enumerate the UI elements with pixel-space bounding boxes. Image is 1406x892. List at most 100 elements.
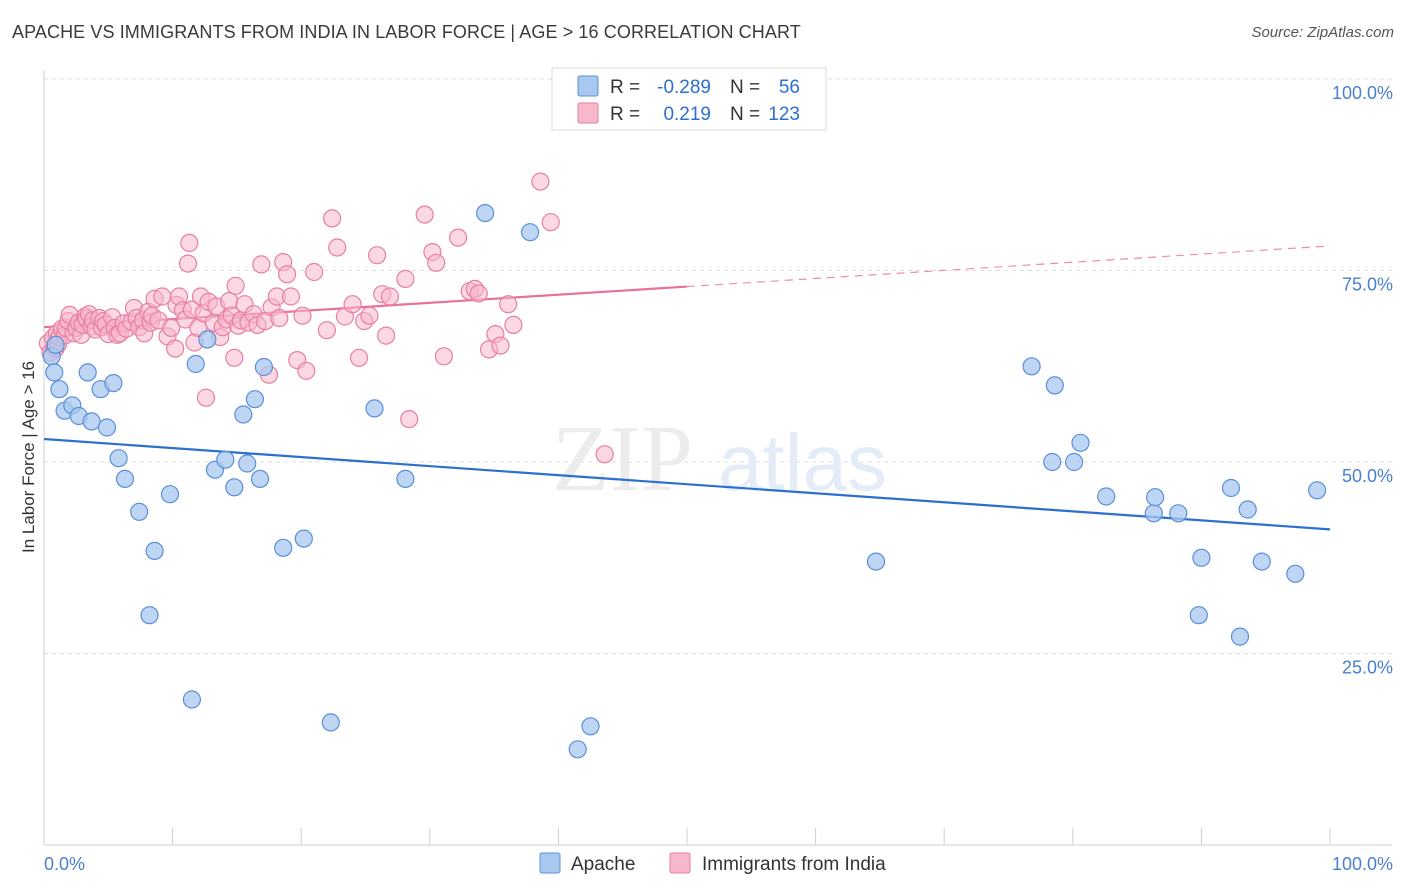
apache-point — [104, 374, 123, 393]
india-point — [434, 347, 453, 366]
apache-point — [140, 606, 159, 625]
stats-r-label: R = — [610, 77, 640, 98]
apache-point — [109, 449, 128, 468]
apache-point — [1307, 481, 1327, 500]
india-point — [400, 410, 419, 429]
india-point — [305, 262, 324, 282]
apache-point — [1064, 452, 1084, 472]
apache-point — [145, 541, 164, 561]
india-point — [380, 287, 399, 306]
india-point — [180, 233, 199, 252]
series-legend: Apache Immigrants from India — [539, 852, 886, 875]
apache-point — [1192, 548, 1211, 567]
apache-point — [1189, 606, 1208, 625]
apache-point — [234, 405, 253, 424]
y-tick-labels: 25.0% 50.0% 75.0% 100.0% — [1332, 83, 1393, 678]
apache-point — [1238, 500, 1257, 519]
india-point — [293, 306, 312, 325]
apache-point — [1286, 564, 1305, 583]
apache-point — [476, 204, 495, 223]
apache-point — [245, 390, 264, 409]
india-point — [350, 348, 369, 367]
apache-point — [216, 450, 235, 469]
india-point — [317, 321, 336, 340]
india-point — [449, 228, 468, 247]
data-points — [38, 172, 1327, 759]
apache-point — [1071, 433, 1090, 452]
india-point — [196, 388, 216, 407]
stats-swatch-india — [577, 102, 599, 124]
watermark-atlas: atlas — [718, 418, 887, 507]
apache-point — [581, 717, 600, 736]
watermark-zip: ZIP — [552, 407, 693, 511]
apache-point — [130, 502, 149, 521]
apache-point — [46, 335, 65, 354]
india-point — [504, 315, 523, 334]
x-tick-label: 100.0% — [1332, 854, 1393, 874]
grid-lines — [44, 78, 1392, 654]
apache-point — [45, 363, 64, 382]
india-point — [377, 326, 396, 345]
stats-swatch-apache — [577, 75, 599, 97]
india-point — [360, 306, 379, 325]
stats-r-value: -0.289 — [657, 77, 711, 98]
india-point — [226, 276, 245, 295]
apache-point — [1252, 552, 1271, 571]
apache-point — [1145, 488, 1165, 507]
india-point — [281, 287, 300, 306]
apache-point — [50, 380, 69, 399]
india-point — [368, 246, 387, 265]
apache-point — [97, 418, 117, 437]
india-point — [595, 445, 614, 464]
apache-point — [1144, 504, 1163, 523]
apache-point — [365, 399, 384, 418]
india-point — [328, 238, 347, 257]
apache-point — [1169, 504, 1188, 523]
apache-point — [1097, 487, 1116, 506]
chart-source: Source: ZipAtlas.com — [1251, 24, 1394, 41]
apache-point — [1022, 357, 1041, 376]
y-tick-label: 25.0% — [1342, 658, 1393, 678]
x-axis-ticks — [43, 828, 1331, 845]
india-point — [270, 308, 289, 328]
y-tick-label: 75.0% — [1342, 275, 1393, 295]
stats-n-label: N = — [730, 77, 760, 98]
apache-point — [1230, 627, 1250, 646]
legend-label-india: Immigrants from India — [702, 854, 886, 875]
apache-point — [1045, 376, 1064, 395]
apache-point — [274, 538, 293, 557]
india-point — [541, 213, 560, 232]
india-point — [499, 295, 518, 314]
apache-point — [225, 478, 244, 497]
apache-point — [294, 529, 313, 548]
india-point — [225, 348, 244, 367]
stats-n-value: 56 — [779, 77, 800, 98]
india-point — [166, 339, 185, 358]
india-point — [178, 254, 198, 273]
india-point — [427, 253, 446, 272]
india-trend-extension — [686, 245, 1331, 288]
india-point — [297, 361, 316, 380]
apache-point — [115, 469, 135, 488]
y-tick-label: 50.0% — [1342, 466, 1393, 486]
apache-trend-line — [43, 437, 1331, 531]
x-tick-labels: 0.0% 100.0% — [44, 854, 1393, 874]
axes — [43, 70, 1392, 846]
apache-point — [1221, 478, 1241, 498]
legend-label-apache: Apache — [571, 854, 635, 875]
stats-r-label: R = — [610, 104, 640, 125]
india-point — [396, 269, 415, 288]
watermark: ZIP atlas — [552, 407, 887, 511]
india-point — [491, 336, 510, 355]
stats-legend: R = -0.289 N = 56 R = 0.219 N = 123 — [551, 67, 827, 131]
apache-point — [254, 357, 273, 377]
apache-point — [238, 454, 257, 473]
india-point — [469, 284, 488, 303]
stats-n-label: N = — [730, 104, 760, 125]
apache-point — [182, 690, 201, 709]
apache-point — [568, 740, 587, 759]
x-tick-label: 0.0% — [44, 854, 85, 874]
apache-point — [160, 485, 180, 504]
apache-point — [321, 713, 340, 732]
